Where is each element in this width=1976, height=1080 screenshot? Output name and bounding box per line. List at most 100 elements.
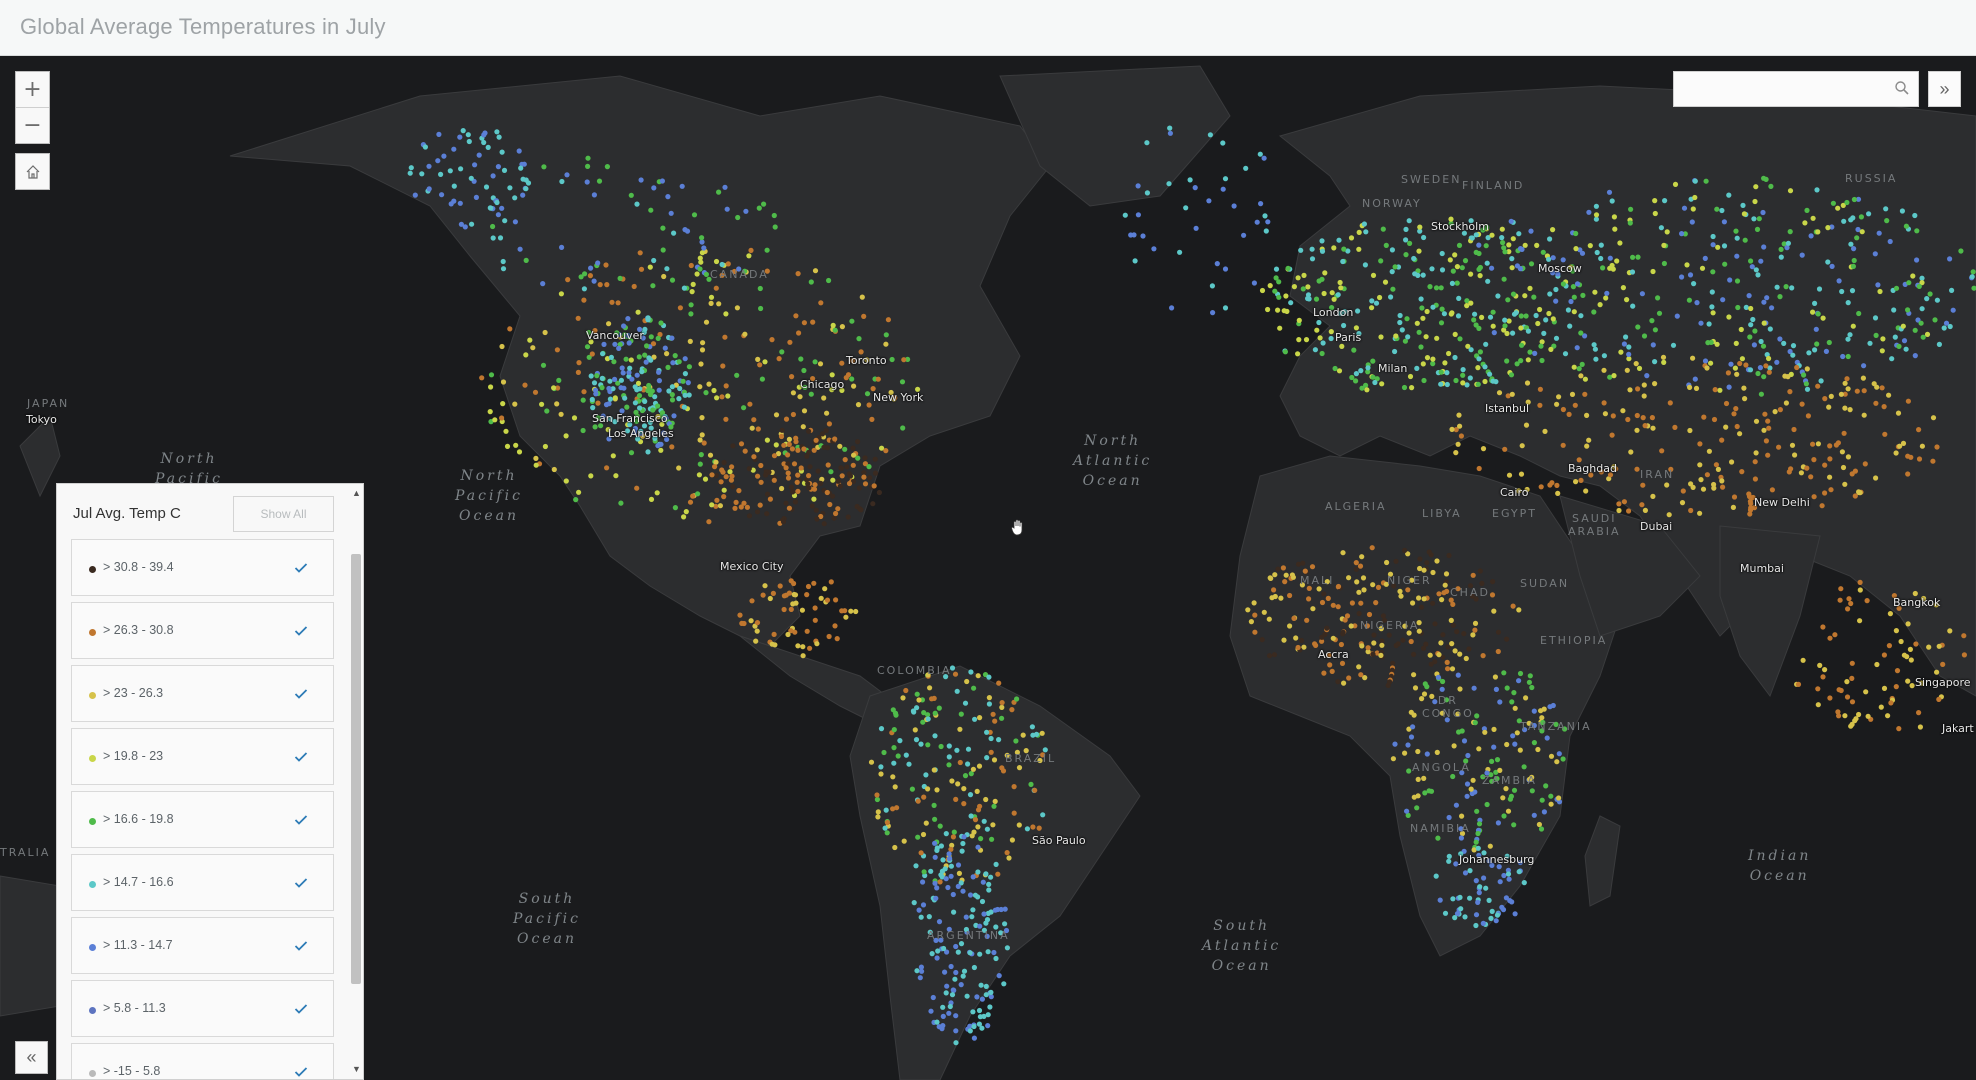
map-view[interactable]: North Pacific North Pacific Ocean North … [0,56,1976,1080]
check-icon [294,750,308,768]
country-label-libya: LIBYA [1422,507,1462,520]
country-label-egypt: EGYPT [1492,507,1537,520]
country-label-algeria: ALGERIA [1325,500,1387,513]
legend-item[interactable]: > 19.8 - 23 [71,728,334,785]
city-label-accra: Accra [1318,648,1349,661]
legend-swatch [89,881,96,888]
legend-item-label: > 19.8 - 23 [103,749,164,763]
expand-button[interactable]: » [1928,71,1961,107]
country-label-finland: FINLAND [1462,179,1525,192]
legend-item[interactable]: > 5.8 - 11.3 [71,980,334,1037]
city-label-san-francisco: San Francisco [592,412,668,425]
legend-list: > 30.8 - 39.4 > 26.3 - 30.8 > 23 - 26.3 > 1… [71,539,334,1079]
temperature-dots-layer [407,125,1976,1046]
ocean-label-north-pacific: North Pacific Ocean [455,468,523,524]
legend-item-label: > 5.8 - 11.3 [103,1001,166,1015]
zoom-out-button[interactable]: − [16,107,49,143]
zoom-in-button[interactable]: + [23,77,42,102]
city-label-baghdad: Baghdad [1568,462,1617,475]
check-icon [294,624,308,642]
country-label-russia: RUSSIA [1845,172,1898,185]
legend-swatch [89,692,96,699]
check-icon [294,813,308,831]
legend-item[interactable]: > -15 - 5.8 [71,1043,334,1079]
city-label-toronto: Toronto [846,354,887,367]
scroll-up-icon[interactable]: ▲ [352,488,361,498]
country-label-australia: TRALIA [0,846,51,859]
legend-item-label: > 16.6 - 19.8 [103,812,174,826]
city-label-milan: Milan [1378,362,1408,375]
legend-item[interactable]: > 23 - 26.3 [71,665,334,722]
page-title: Global Average Temperatures in July [20,14,386,39]
madagascar-land [1584,815,1621,907]
city-label-dubai: Dubai [1640,520,1673,533]
legend-item[interactable]: > 30.8 - 39.4 [71,539,334,596]
country-label-tanzania: TANZANIA [1520,720,1592,733]
ocean-label-south-pacific: South Pacific Ocean [513,891,581,947]
legend-item[interactable]: > 26.3 - 30.8 [71,602,334,659]
city-label-tokyo: Tokyo [26,413,57,426]
city-label-jakarta: Jakart [1942,722,1974,735]
check-icon [294,939,308,957]
legend-item-label: > 11.3 - 14.7 [103,938,173,952]
legend-swatch [89,1070,96,1077]
city-label-los-angeles: Los Angeles [608,427,674,440]
legend-item[interactable]: > 11.3 - 14.7 [71,917,334,974]
country-label-canada: CANADA [710,268,769,281]
collapse-panel-button[interactable]: « [15,1041,48,1074]
city-label-bangkok: Bangkok [1893,596,1941,609]
legend-swatch [89,566,96,573]
japan-land [19,415,61,498]
city-label-sao-paulo: São Paulo [1032,834,1086,847]
country-label-zambia: ZAMBIA [1482,774,1537,787]
country-label-dr-congo: DR CONGO [1422,694,1474,720]
city-label-london: London [1313,306,1354,319]
check-icon [294,561,308,579]
home-button[interactable] [15,153,50,190]
legend-item-label: > 26.3 - 30.8 [103,623,174,637]
north-america-land [229,75,1051,647]
country-label-angola: ANGOLA [1412,761,1471,774]
country-label-sweden: SWEDEN [1401,173,1462,186]
city-label-mumbai: Mumbai [1740,562,1784,575]
city-label-new-delhi: New Delhi [1754,496,1810,509]
city-label-paris: Paris [1335,331,1362,344]
city-label-vancouver: Vancouver [586,329,644,342]
check-icon [294,876,308,894]
search-input[interactable] [1680,76,1884,104]
city-label-chicago: Chicago [800,378,845,391]
country-label-argentina: ARGENTINA [927,929,1010,942]
ocean-label-south-atlantic: South Atlantic Ocean [1202,918,1282,974]
legend-item-label: > 23 - 26.3 [103,686,164,700]
ocean-label-indian: Indian Ocean [1748,848,1812,884]
city-label-moscow: Moscow [1538,262,1582,275]
basemap[interactable] [0,56,1976,1080]
legend-item-label: > 30.8 - 39.4 [103,560,174,574]
country-label-nigeria: NIGERIA [1360,619,1420,632]
country-label-brazil: BRAZIL [1005,752,1057,765]
country-label-norway: NORWAY [1362,197,1422,210]
city-label-new-york: New York [873,391,924,404]
search-icon[interactable] [1894,80,1910,101]
check-icon [294,1002,308,1020]
legend-title: Jul Avg. Temp C [73,505,181,522]
app-header: Global Average Temperatures in July [0,0,1976,56]
search-widget [1673,71,1919,107]
legend-scrollbar[interactable]: ▲ ▼ [349,484,363,1079]
legend-item[interactable]: > 16.6 - 19.8 [71,791,334,848]
legend-swatch [89,629,96,636]
scroll-down-icon[interactable]: ▼ [352,1064,361,1074]
city-label-stockholm: Stockholm [1431,220,1489,233]
legend-swatch [89,755,96,762]
legend-item[interactable]: > 14.7 - 16.6 [71,854,334,911]
country-label-japan: JAPAN [27,397,70,410]
city-label-istanbul: Istanbul [1485,402,1530,415]
country-label-ethiopia: ETHIOPIA [1540,634,1608,647]
legend-panel: Jul Avg. Temp C Show All > 30.8 - 39.4 > … [56,483,364,1080]
check-icon [294,687,308,705]
country-label-chad: CHAD [1450,586,1490,599]
scroll-thumb[interactable] [351,554,361,984]
australia-land [0,875,61,1017]
india-land [1719,525,1821,698]
show-all-button[interactable]: Show All [233,496,334,532]
